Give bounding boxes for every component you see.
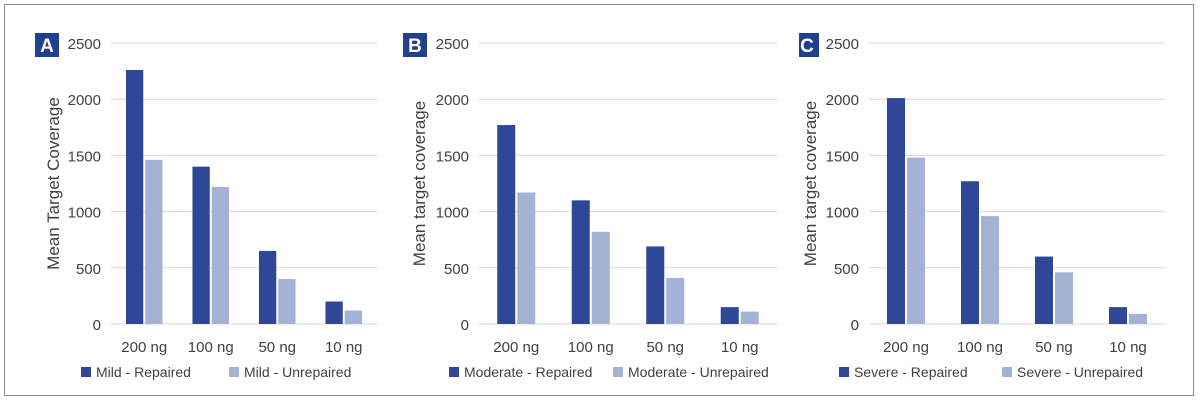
legend-item: Mild - Unrepaired [229,364,351,380]
panel-badge-label: C [800,36,814,57]
bar-repaired [1109,307,1127,324]
bar-repaired [258,250,277,324]
bar-unrepaired [211,186,230,324]
bar-unrepaired [344,310,363,324]
bar-repaired [961,181,979,324]
panel-badge: C [795,33,819,57]
y-tick-label: 1000 [68,205,101,222]
y-tick-label: 2000 [826,92,859,109]
bar-repaired [325,301,343,324]
y-tick-label: 2500 [436,36,469,53]
legend-swatch [839,367,849,377]
y-axis-label: Mean target coverage [801,101,820,266]
x-tick-label: 100 ng [188,339,234,356]
x-tick-label: 200 ng [121,339,167,356]
legend-swatch [229,367,239,377]
panel-badge: B [403,33,427,57]
legend-label: Moderate - Repaired [464,364,592,380]
y-axis-label: Mean Target Coverage [44,97,63,270]
bar-unrepaired [517,192,536,324]
panel-badge-box [35,33,59,57]
x-tick-label: 100 ng [957,339,1003,356]
x-tick-label: 10 ng [325,339,363,356]
bar-unrepaired [1055,272,1073,324]
panel-badge: A [35,33,59,57]
legend-swatch [1002,367,1012,377]
panel-badge-box [403,33,427,57]
chart-a-svg: A 0 500 1000 1500 2000 2500 Mean Target Coverag… [35,33,377,380]
y-tick-label: 0 [461,317,469,334]
bar-unrepaired [591,231,610,324]
legend-item: Severe - Unrepaired [1002,364,1143,380]
legend-label: Severe - Repaired [854,364,968,380]
legend-swatch [449,367,459,377]
legend-label: Moderate - Unrepaired [628,364,769,380]
chart-b-svg: B 0 500 1000 1500 2000 2500 Mean target coverag… [403,33,777,380]
y-tick-label: 2000 [68,92,101,109]
x-tick-label: 50 ng [258,339,296,356]
y-tick-label: 500 [834,261,859,278]
bar-repaired [887,98,905,325]
x-tick-label: 200 ng [883,339,929,356]
y-tick-label: 2500 [826,36,859,53]
bar-repaired [125,69,144,324]
y-tick-label: 2000 [436,92,469,109]
bar-repaired [720,307,739,324]
y-tick-label: 1000 [826,205,859,222]
legend-item: Moderate - Unrepaired [613,364,769,380]
bar-unrepaired [666,277,685,324]
bar-repaired [1035,256,1053,324]
x-tick-label: 200 ng [493,339,539,356]
chart-panel-a: A 0 500 1000 1500 2000 2500 Mean Target Coverag… [5,5,401,397]
y-tick-label: 500 [444,261,469,278]
bar-unrepaired [145,159,163,324]
x-tick-label: 10 ng [1109,339,1147,356]
y-tick-label: 1500 [826,148,859,165]
legend-item: Moderate - Repaired [449,364,592,380]
panel-badge-label: B [408,36,422,57]
x-tick-label: 50 ng [1035,339,1073,356]
y-tick-label: 0 [93,317,101,334]
figure-frame: A 0 500 1000 1500 2000 2500 Mean Target Coverag… [4,4,1194,396]
x-tick-label: 10 ng [721,339,759,356]
legend-label: Severe - Unrepaired [1017,364,1143,380]
y-tick-label: 1000 [436,205,469,222]
legend-label: Mild - Unrepaired [244,364,351,380]
y-tick-label: 1500 [68,148,101,165]
y-tick-label: 2500 [68,36,101,53]
bar-unrepaired [907,157,925,324]
chart-panel-c: C 0 500 1000 1500 2000 2500 Mean target coverag… [795,5,1193,397]
legend-swatch [81,367,91,377]
bar-unrepaired [1129,313,1147,324]
x-tick-label: 50 ng [646,339,684,356]
bar-repaired [646,246,665,324]
bar-repaired [497,125,516,324]
bar-unrepaired [278,279,296,324]
x-tick-label: 100 ng [568,339,614,356]
legend-item: Mild - Repaired [81,364,191,380]
panel-badge-box [795,33,819,57]
legend-item: Severe - Repaired [839,364,968,380]
bar-unrepaired [981,216,999,324]
bar-repaired [571,200,590,324]
bar-repaired [192,166,210,324]
bar-unrepaired [740,311,759,324]
legend-swatch [613,367,623,377]
y-tick-label: 1500 [436,148,469,165]
chart-panel-b: B 0 500 1000 1500 2000 2500 Mean target coverag… [401,5,799,397]
y-tick-label: 500 [76,261,101,278]
y-axis-label: Mean target coverage [410,101,429,266]
panel-badge-label: A [40,36,54,57]
legend-label: Mild - Repaired [96,364,191,380]
chart-c-svg: C 0 500 1000 1500 2000 2500 Mean target coverag… [795,33,1165,380]
y-tick-label: 0 [851,317,859,334]
